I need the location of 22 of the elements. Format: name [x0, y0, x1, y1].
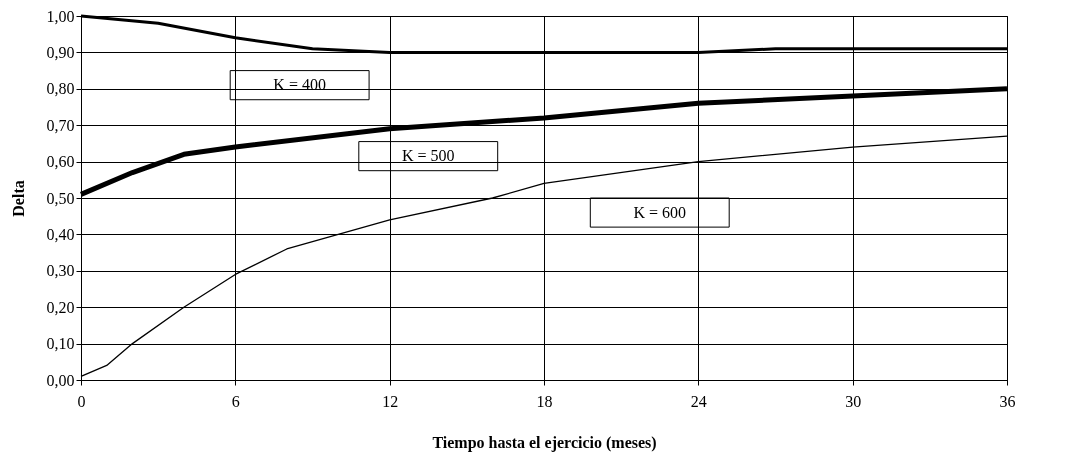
y-tick-label: 0,90 — [46, 43, 75, 61]
x-tick-label: 24 — [690, 392, 707, 410]
x-tick-label: 0 — [77, 392, 86, 410]
y-tick-label: 0,10 — [46, 335, 75, 353]
y-tick-label: 0,00 — [46, 371, 75, 389]
y-tick-label: 0,30 — [46, 262, 75, 280]
series-label: K = 500 — [401, 147, 455, 165]
x-axis-title: Tiempo hasta el ejercicio (meses) — [432, 433, 657, 452]
x-tick-label: 30 — [845, 392, 862, 410]
y-tick-label: 0,40 — [46, 225, 75, 243]
y-tick-label: 0,80 — [46, 80, 75, 98]
x-tick-label: 36 — [999, 392, 1016, 410]
y-tick-label: 0,70 — [46, 116, 75, 134]
y-tick-label: 0,20 — [46, 298, 75, 316]
y-tick-label: 1,00 — [46, 7, 75, 25]
y-axis-title: Delta — [9, 180, 27, 217]
x-tick-label: 6 — [231, 392, 240, 410]
y-tick-label: 0,60 — [46, 153, 75, 171]
y-tick-label: 0,50 — [46, 189, 75, 207]
x-tick-label: 18 — [536, 392, 553, 410]
text: K = 600 — [633, 203, 687, 221]
x-tick-label: 12 — [382, 392, 399, 410]
